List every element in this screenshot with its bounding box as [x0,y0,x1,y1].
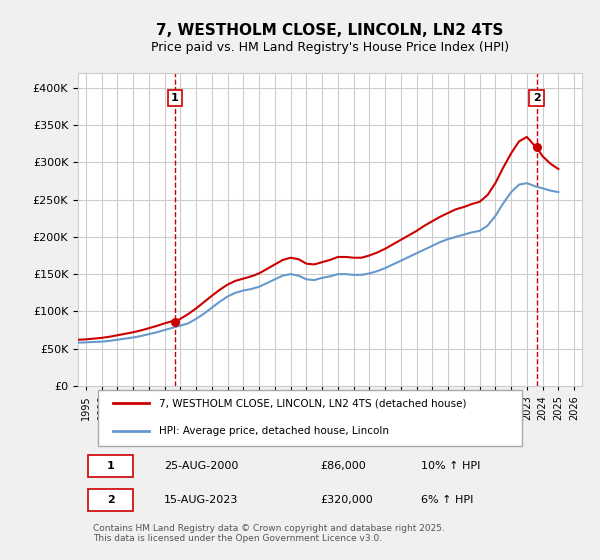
Text: 10% ↑ HPI: 10% ↑ HPI [421,461,480,471]
Text: 7, WESTHOLM CLOSE, LINCOLN, LN2 4TS (detached house): 7, WESTHOLM CLOSE, LINCOLN, LN2 4TS (det… [158,399,466,408]
Text: £320,000: £320,000 [320,495,373,505]
Text: 6% ↑ HPI: 6% ↑ HPI [421,495,473,505]
Point [532,143,541,152]
Text: Contains HM Land Registry data © Crown copyright and database right 2025.
This d: Contains HM Land Registry data © Crown c… [93,524,445,543]
Text: Price paid vs. HM Land Registry's House Price Index (HPI): Price paid vs. HM Land Registry's House … [151,41,509,54]
Text: HPI: Average price, detached house, Lincoln: HPI: Average price, detached house, Linc… [158,426,389,436]
FancyBboxPatch shape [98,390,521,446]
Text: 15-AUG-2023: 15-AUG-2023 [164,495,238,505]
Text: £86,000: £86,000 [320,461,365,471]
Text: 7, WESTHOLM CLOSE, LINCOLN, LN2 4TS: 7, WESTHOLM CLOSE, LINCOLN, LN2 4TS [157,24,503,38]
Text: 2: 2 [533,93,541,103]
FancyBboxPatch shape [88,489,133,511]
FancyBboxPatch shape [88,455,133,477]
Point [170,318,179,326]
Text: 1: 1 [107,461,115,471]
Text: 1: 1 [171,93,179,103]
Text: 2: 2 [107,495,115,505]
Text: 25-AUG-2000: 25-AUG-2000 [164,461,238,471]
